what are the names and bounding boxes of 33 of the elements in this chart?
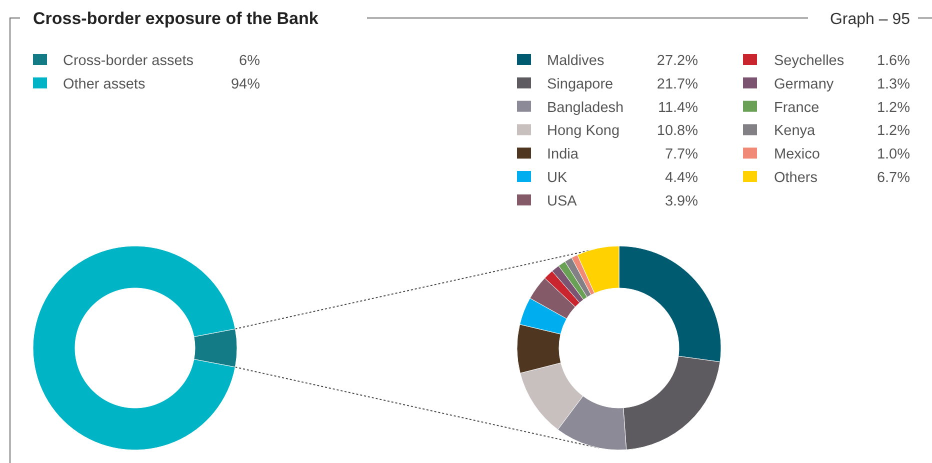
legend-label: Others xyxy=(774,170,818,186)
data-label: 1.0% xyxy=(876,146,910,163)
data-label: 1.2% xyxy=(876,123,910,140)
legend-label: Bangladesh xyxy=(547,100,624,116)
data-label: 1.2% xyxy=(876,100,910,116)
data-label: 4.4% xyxy=(664,170,698,186)
legend-label: Seychelles xyxy=(774,53,844,69)
legend-label: India xyxy=(547,146,580,163)
data-label: 27.2% xyxy=(656,53,698,69)
data-label: 3.9% xyxy=(664,193,698,210)
data-label: 1.6% xyxy=(876,53,910,69)
legend-label: Mexico xyxy=(774,146,820,163)
legend-label: Singapore xyxy=(547,76,614,92)
legend-label: Kenya xyxy=(774,123,816,140)
legend-label: USA xyxy=(547,193,578,210)
legend-label: Hong Kong xyxy=(547,123,620,140)
legend-label: Maldives xyxy=(547,53,604,69)
legend-label: Germany xyxy=(774,76,834,92)
chart-title: Cross-border exposure of the Bank xyxy=(33,9,319,28)
text: Graph – 95 xyxy=(830,11,910,28)
data-label: 6.7% xyxy=(876,170,910,186)
legend-label: UK xyxy=(547,170,568,186)
data-label: 10.8% xyxy=(656,123,698,140)
legend-label: France xyxy=(774,100,820,116)
data-label: 6% xyxy=(239,53,260,69)
data-label: 7.7% xyxy=(664,146,698,163)
data-label: 21.7% xyxy=(656,76,698,92)
data-label: 11.4% xyxy=(658,100,698,116)
legend-label: Other assets xyxy=(63,76,146,92)
data-label: 1.3% xyxy=(876,76,910,92)
data-label: 94% xyxy=(230,76,260,92)
legend-label: Cross-border assets xyxy=(63,53,194,69)
donut-slice xyxy=(32,246,236,450)
